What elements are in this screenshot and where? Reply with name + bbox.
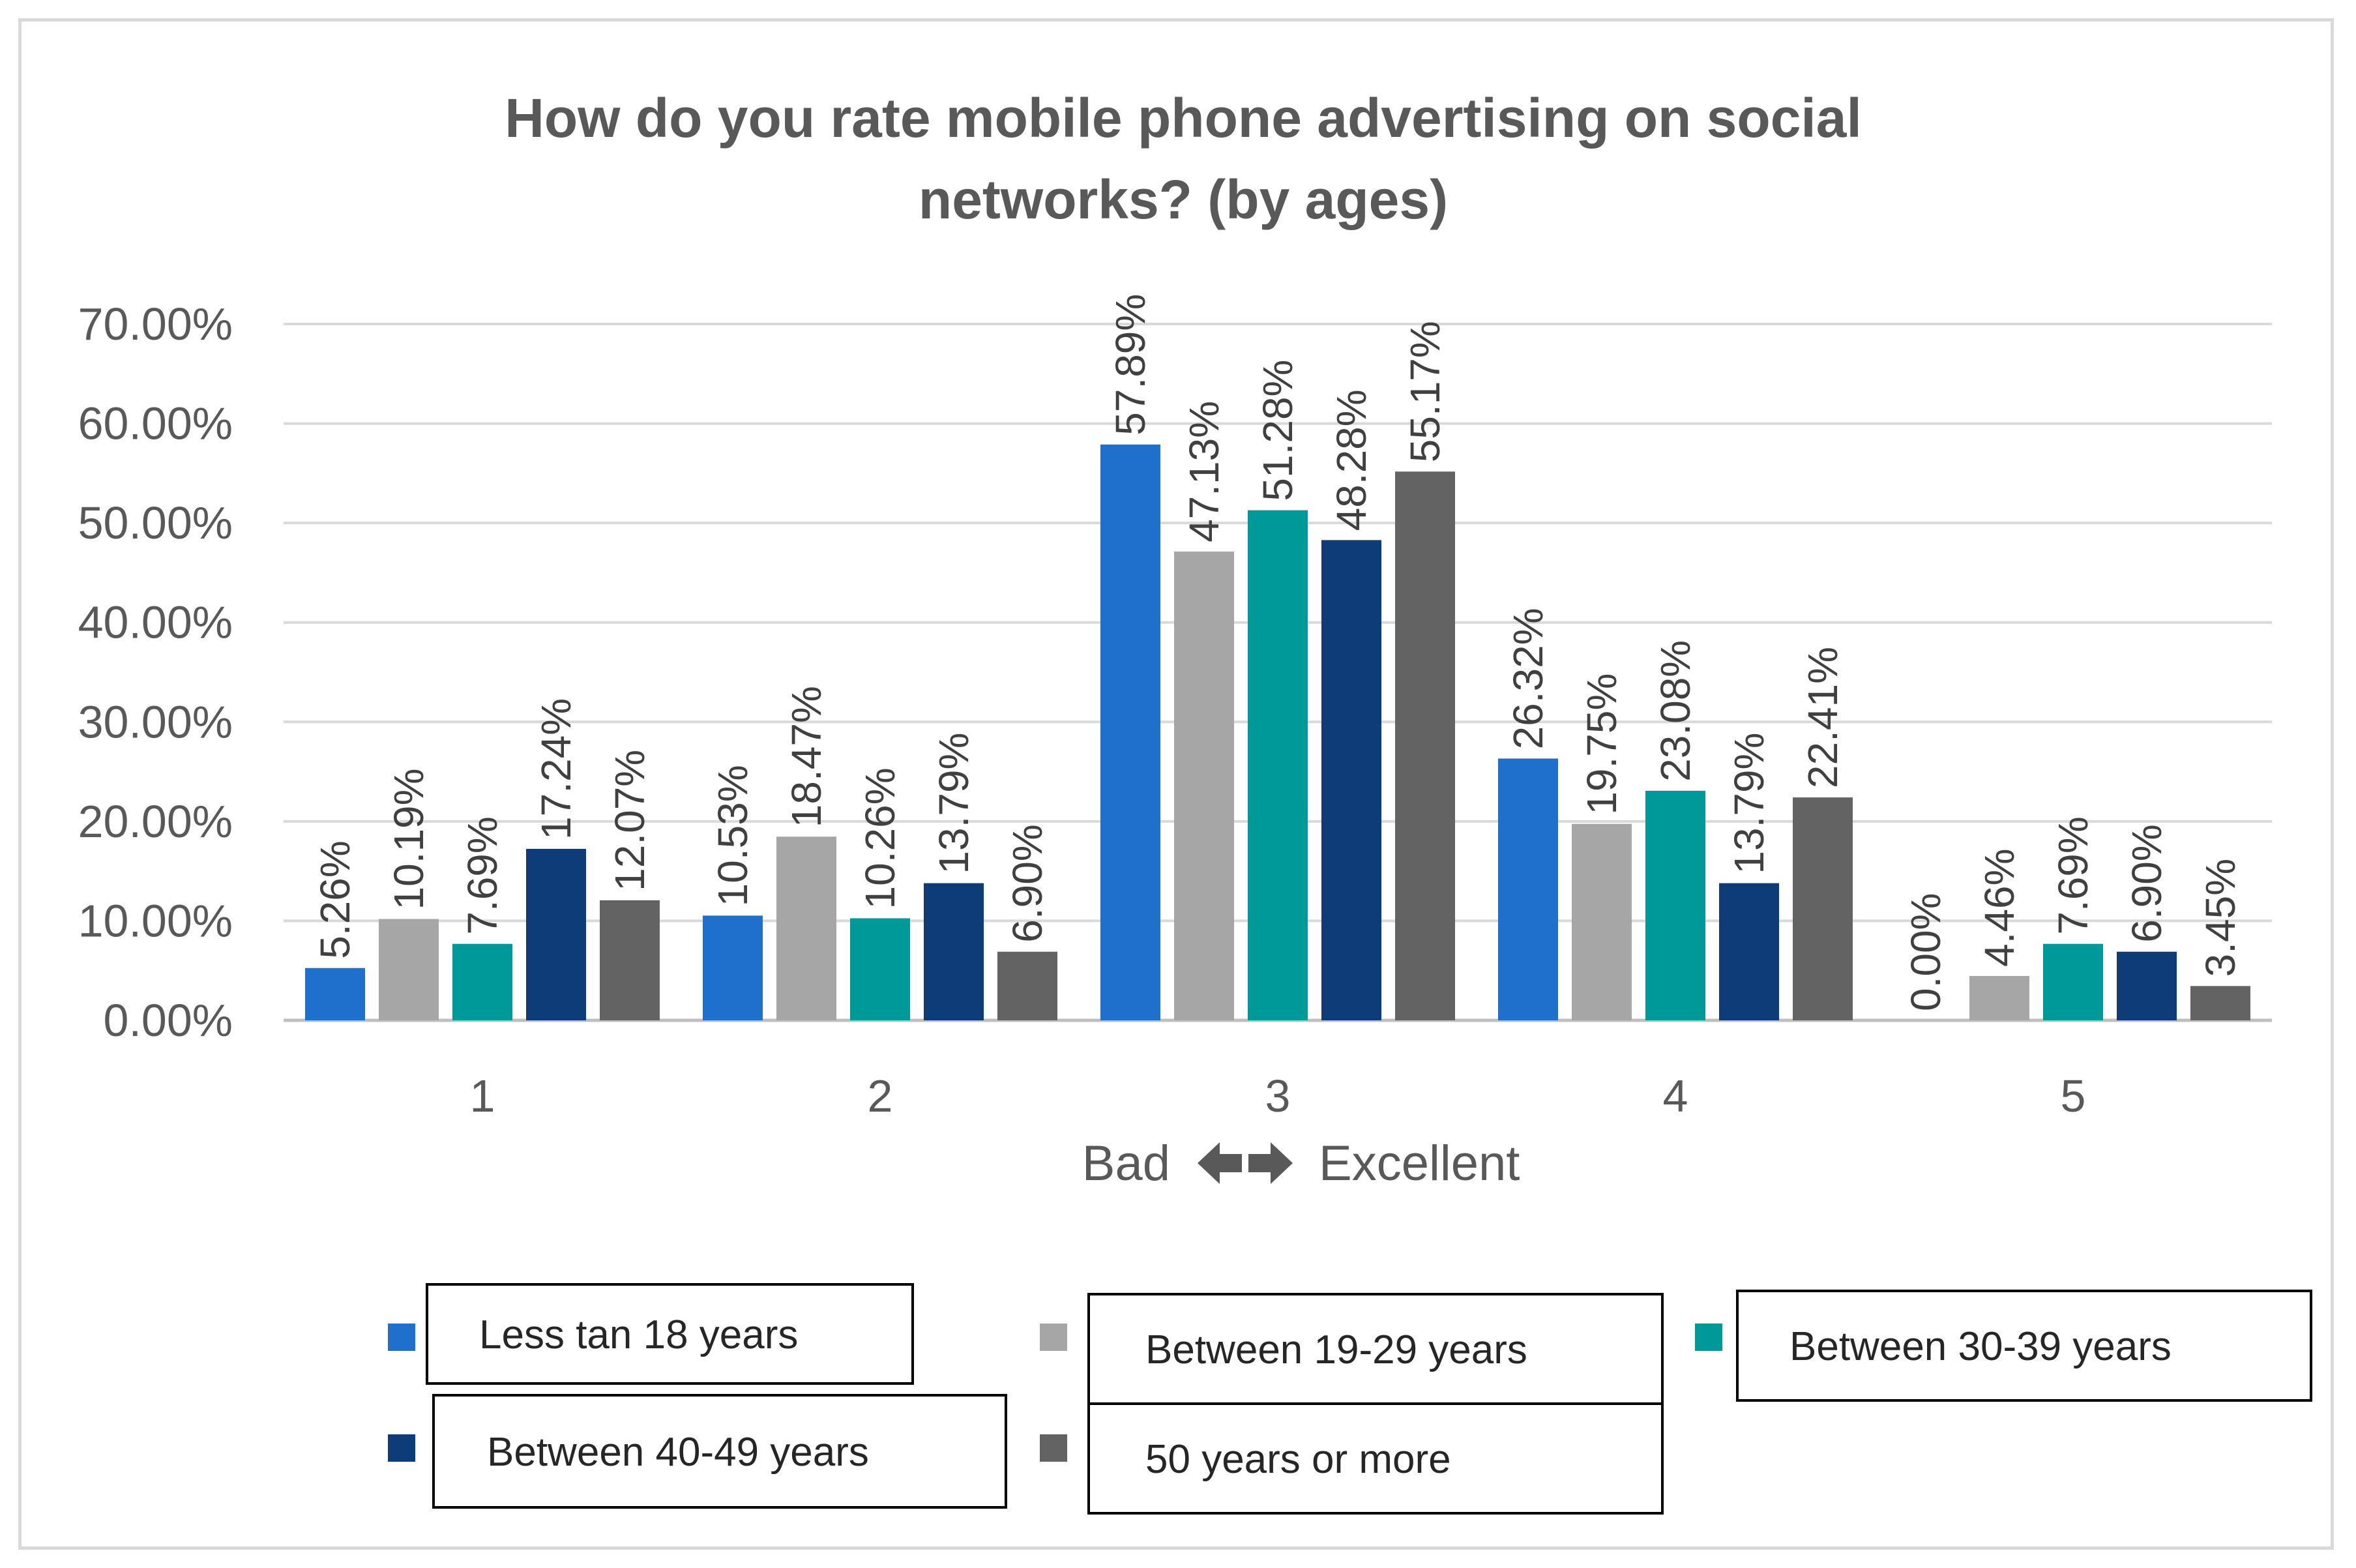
bar (2190, 986, 2250, 1020)
legend-swatch (1040, 1324, 1067, 1351)
chart-svg: How do you rate mobile phone advertising… (78, 87, 2312, 1515)
legend-swatch (388, 1434, 415, 1462)
double-arrow-icon (1198, 1142, 1293, 1184)
legend-item: Between 40-49 years (388, 1394, 1007, 1509)
chart-title-line-1: How do you rate mobile phone advertising… (505, 87, 1862, 149)
data-label: 26.32% (1505, 608, 1552, 749)
bar (1321, 540, 1381, 1020)
bars (305, 444, 2250, 1020)
data-label: 5.26% (312, 840, 359, 958)
data-label: 7.69% (2050, 816, 2097, 934)
bar (1498, 758, 1558, 1020)
legend: Less tan 18 years Between 19-29 years Betw… (388, 1283, 2312, 1515)
y-tick-label: 40.00% (78, 597, 233, 648)
x-tick-label: 2 (868, 1071, 893, 1121)
chart-title-line-2: networks? (by ages) (919, 169, 1448, 230)
legend-item: Between 30-39 years (1695, 1290, 2312, 1402)
legend-box (1087, 1293, 1664, 1405)
data-label: 19.75% (1578, 673, 1625, 815)
legend-label: Between 19-29 years (1145, 1327, 1527, 1372)
legend-swatch (1040, 1434, 1067, 1462)
data-label: 6.90% (1004, 824, 1051, 942)
bar (1248, 510, 1308, 1020)
bar (1969, 975, 2029, 1020)
x-axis-ticks: 1 2 3 4 5 (470, 1071, 2086, 1121)
data-label: 10.53% (709, 765, 756, 906)
bar (1395, 471, 1455, 1020)
legend-box (432, 1394, 1007, 1509)
y-tick-label: 10.00% (78, 895, 233, 946)
legend-item: Less tan 18 years (388, 1283, 914, 1385)
bar (1719, 883, 1779, 1020)
x-tick-label: 4 (1663, 1071, 1688, 1121)
y-tick-label: 20.00% (78, 796, 233, 847)
data-label: 13.79% (930, 733, 977, 874)
y-tick-label: 50.00% (78, 497, 233, 548)
y-tick-label: 60.00% (78, 398, 233, 449)
legend-label: 50 years or more (1145, 1437, 1451, 1482)
legend-label: Less tan 18 years (479, 1312, 798, 1357)
y-axis-ticks: 0.00% 10.00% 20.00% 30.00% 40.00% 50.00% 60.00… (78, 299, 233, 1046)
bar (1572, 823, 1632, 1020)
x-axis-label: Bad Excellent (1082, 1136, 1520, 1191)
bar (526, 848, 586, 1020)
bar (703, 915, 763, 1020)
bar (924, 883, 984, 1020)
legend-box (1087, 1402, 1664, 1515)
legend-item: Between 19-29 years (1040, 1293, 1664, 1405)
data-label: 55.17% (1402, 321, 1449, 462)
x-axis-label-left: Bad (1082, 1136, 1170, 1191)
bar (1100, 444, 1160, 1020)
bar (379, 919, 439, 1020)
legend-label: Between 40-49 years (487, 1430, 869, 1475)
data-label: 6.90% (2123, 824, 2170, 942)
y-tick-label: 30.00% (78, 696, 233, 747)
bar (997, 951, 1057, 1020)
data-label: 0.00% (1902, 893, 1949, 1011)
x-axis-label-right: Excellent (1319, 1136, 1520, 1191)
legend-swatch (388, 1324, 415, 1351)
x-tick-label: 1 (470, 1071, 495, 1121)
legend-item: 50 years or more (1040, 1402, 1664, 1515)
data-label: 12.07% (606, 750, 653, 891)
data-label: 7.69% (459, 816, 506, 934)
data-label: 18.47% (783, 686, 830, 827)
chart-frame: How do you rate mobile phone advertising… (18, 18, 2334, 1550)
bar (1645, 790, 1705, 1020)
bar (1174, 551, 1234, 1020)
legend-label: Between 30-39 years (1789, 1324, 2172, 1369)
data-label: 48.28% (1328, 389, 1375, 531)
legend-box (426, 1283, 914, 1385)
data-label: 57.89% (1107, 294, 1154, 436)
y-tick-label: 70.00% (78, 299, 233, 349)
data-label: 51.28% (1254, 360, 1301, 501)
bar (2117, 951, 2177, 1020)
bar (1793, 797, 1853, 1020)
data-label: 22.41% (1799, 647, 1846, 788)
bar (2043, 943, 2103, 1020)
data-label: 4.46% (1976, 848, 2023, 966)
data-labels: 5.26% 10.19% 7.69% 17.24% 12.07% 10.53% 18.47%… (312, 294, 2244, 1011)
data-label: 23.08% (1652, 640, 1699, 782)
data-label: 10.19% (385, 768, 432, 910)
x-tick-label: 5 (2061, 1071, 2086, 1121)
data-label: 10.26% (857, 767, 904, 909)
x-tick-label: 3 (1265, 1071, 1291, 1121)
bar (776, 836, 836, 1020)
data-label: 13.79% (1726, 733, 1773, 874)
legend-swatch (1695, 1324, 1722, 1351)
data-label: 17.24% (533, 698, 580, 840)
y-tick-label: 0.00% (104, 995, 233, 1046)
bar (452, 943, 512, 1020)
legend-box (1736, 1290, 2312, 1402)
data-label: 47.13% (1181, 401, 1228, 542)
bar (850, 918, 910, 1020)
data-label: 3.45% (2197, 859, 2244, 977)
bar (305, 968, 365, 1020)
bar (600, 900, 660, 1020)
